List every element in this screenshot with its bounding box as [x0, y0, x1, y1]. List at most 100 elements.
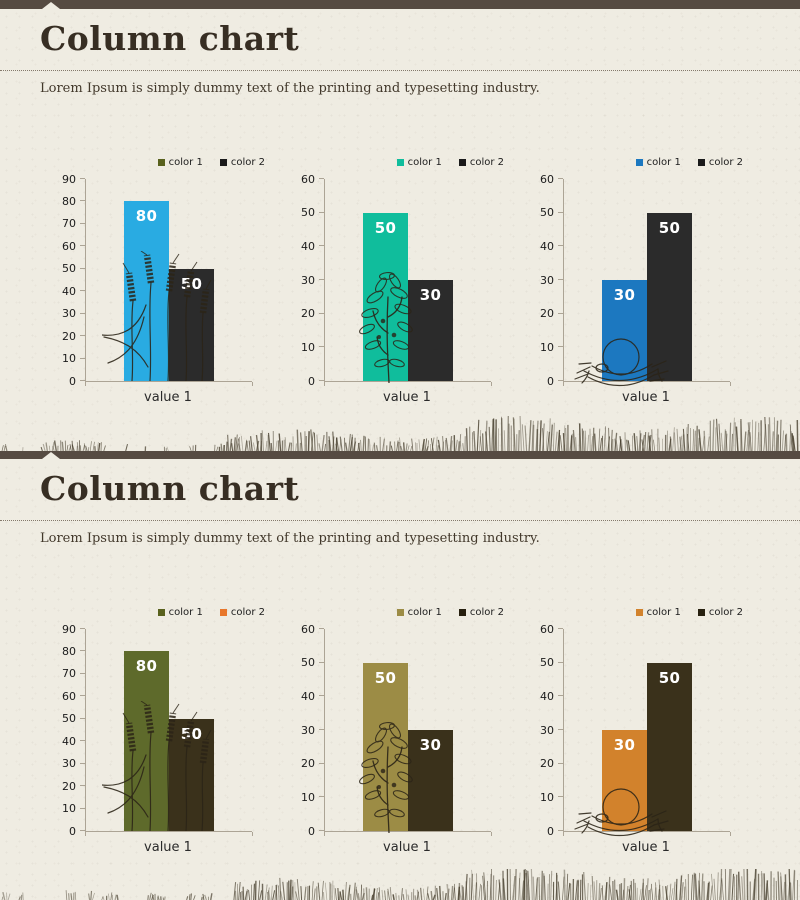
legend-label: color 1: [168, 607, 203, 618]
y-tick-mark: [80, 357, 85, 359]
y-tick-label: 10: [301, 340, 315, 354]
y-tick-label: 30: [62, 307, 76, 321]
y-tick-label: 90: [62, 622, 76, 636]
plot-area: 0 10 20 30 40 50 60 50 30: [294, 173, 506, 388]
y-tick-label: 40: [301, 689, 315, 703]
y-tick-mark: [558, 245, 563, 247]
bars-group: 30 50: [564, 213, 730, 381]
legend-item: color 2: [697, 607, 743, 618]
y-tick-mark: [80, 717, 85, 719]
plot-area: 0 10 20 30 40 50 60 50 30: [294, 623, 506, 838]
y-tick-mark: [558, 762, 563, 764]
column-chart-1: color 1 color 2 0 10 20 30 40 50 60 70 80 90 80 50 val…: [55, 147, 267, 405]
legend-item: color 1: [635, 607, 681, 618]
plot-grid: 30 50: [563, 629, 731, 837]
y-tick-label: 10: [62, 802, 76, 816]
legend-label: color 1: [407, 607, 442, 618]
y-tick-label: 60: [540, 172, 554, 186]
y-tick-label: 40: [62, 284, 76, 298]
slide-panel-1: Column chart Lorem Ipsum is simply dummy…: [0, 9, 800, 415]
charts-row: color 1 color 2 0 10 20 30 40 50 60 70 80 90 80 50 val…: [55, 147, 745, 405]
page-subtitle: Lorem Ipsum is simply dummy text of the …: [40, 81, 540, 96]
y-tick-mark: [319, 796, 324, 798]
y-tick-mark: [558, 312, 563, 314]
y-tick-label: 50: [301, 656, 315, 670]
chart-legend: color 1 color 2: [294, 157, 504, 168]
plot-area: 0 10 20 30 40 50 60 70 80 90 80 50: [55, 173, 267, 388]
grass-texture: [1, 415, 799, 451]
plot-grid: 50 30: [324, 179, 492, 386]
y-axis-labels: 0 10 20 30 40 50 60: [533, 173, 563, 388]
category-label: value 1: [144, 840, 192, 855]
legend-item: color 1: [157, 157, 203, 168]
chart-legend: color 1 color 2: [533, 607, 743, 618]
legend-swatch-icon: [697, 609, 705, 616]
legend-item: color 1: [635, 157, 681, 168]
y-tick-label: 30: [301, 723, 315, 737]
y-axis-labels: 0 10 20 30 40 50 60: [533, 623, 563, 838]
page-subtitle: Lorem Ipsum is simply dummy text of the …: [40, 531, 540, 546]
y-tick-mark: [319, 628, 324, 629]
y-tick-mark: [80, 335, 85, 337]
legend-item: color 2: [219, 157, 265, 168]
y-tick-label: 0: [547, 824, 554, 838]
column-chart-6: color 1 color 2 0 10 20 30 40 50 60 30 50 value 1: [533, 597, 745, 855]
y-tick-label: 20: [540, 757, 554, 771]
y-tick-mark: [319, 729, 324, 730]
bar-color-1: 80: [124, 651, 169, 831]
y-tick-mark: [80, 740, 85, 742]
y-tick-mark: [319, 178, 324, 179]
bar-value-label: 30: [419, 736, 442, 754]
bars-group: 80 50: [86, 651, 252, 831]
chart-legend: color 1 color 2: [55, 157, 265, 168]
legend-label: color 1: [407, 157, 442, 168]
y-tick-label: 70: [62, 667, 76, 681]
y-tick-mark: [80, 762, 85, 764]
legend-label: color 1: [646, 157, 681, 168]
y-tick-label: 20: [301, 757, 315, 771]
bar-value-label: 50: [658, 669, 681, 687]
bar-color-2: 50: [647, 213, 692, 381]
y-tick-label: 0: [308, 374, 315, 388]
plot-area: 0 10 20 30 40 50 60 30 50: [533, 623, 745, 838]
y-tick-mark: [558, 729, 563, 730]
y-tick-mark: [80, 695, 85, 697]
category-label: value 1: [383, 390, 431, 405]
y-tick-label: 80: [62, 194, 76, 208]
y-tick-mark: [319, 830, 324, 831]
bar-value-label: 50: [180, 275, 203, 293]
y-tick-mark: [319, 661, 324, 663]
column-chart-3: color 1 color 2 0 10 20 30 40 50 60 30 50 value 1: [533, 147, 745, 405]
grass-texture-bottom: [1, 868, 798, 900]
y-tick-mark: [558, 346, 563, 348]
legend-label: color 2: [708, 157, 743, 168]
bar-value-label: 80: [135, 657, 158, 675]
y-tick-label: 40: [540, 239, 554, 253]
legend-swatch-icon: [396, 159, 404, 166]
y-tick-mark: [80, 380, 85, 381]
y-tick-mark: [80, 290, 85, 292]
y-tick-mark: [80, 628, 85, 629]
plot-grid: 50 30: [324, 629, 492, 836]
legend-swatch-icon: [157, 159, 165, 166]
bar-color-1: 50: [363, 213, 408, 381]
legend-item: color 1: [157, 607, 203, 618]
y-axis-labels: 0 10 20 30 40 50 60: [294, 623, 324, 838]
plot-grid: 80 50: [85, 629, 253, 836]
fold-notch-icon: [42, 452, 60, 459]
category-label: value 1: [144, 390, 192, 405]
bar-value-label: 50: [374, 669, 397, 687]
bar-color-1: 30: [602, 280, 647, 381]
bar-value-label: 50: [374, 219, 397, 237]
y-tick-label: 50: [62, 712, 76, 726]
bars-group: 30 50: [564, 663, 730, 831]
legend-swatch-icon: [219, 159, 227, 166]
legend-item: color 2: [458, 157, 504, 168]
y-tick-mark: [558, 211, 563, 213]
y-tick-label: 40: [540, 689, 554, 703]
y-tick-mark: [319, 279, 324, 280]
y-tick-label: 30: [540, 273, 554, 287]
y-tick-mark: [319, 245, 324, 247]
legend-swatch-icon: [697, 159, 705, 166]
